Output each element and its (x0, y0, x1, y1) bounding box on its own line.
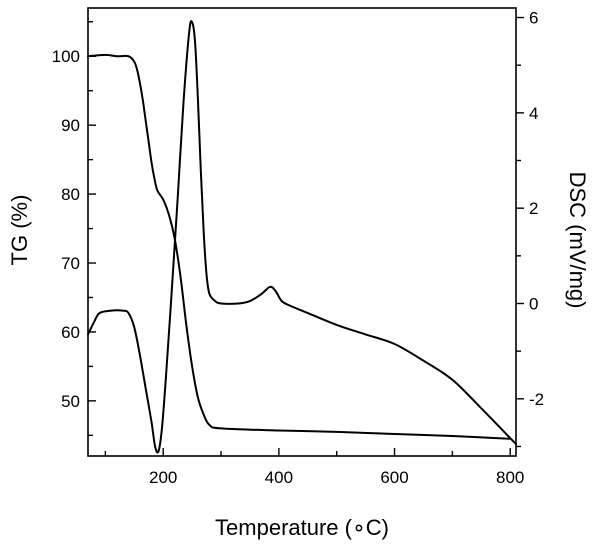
tg-curve (87, 53, 512, 440)
y-right-tick-label: 0 (529, 294, 538, 313)
x-tick-label: 800 (496, 468, 524, 487)
x-tick-label: 400 (265, 468, 293, 487)
plot-frame (87, 7, 517, 457)
x-axis-title: Temperature (∘C) (215, 515, 389, 540)
plot-border (87, 7, 517, 457)
y-left-tick-label: 60 (61, 323, 80, 342)
y-right-tick-label: 6 (529, 9, 538, 28)
x-tick-label: 600 (380, 468, 408, 487)
y-left-tick-label: 50 (61, 392, 80, 411)
y-left-tick-label: 80 (61, 185, 80, 204)
y-axis-right-title: DSC (mV/mg) (565, 172, 590, 309)
y-left-tick-label: 90 (61, 116, 80, 135)
x-tick-label: 200 (149, 468, 177, 487)
series-layer (87, 20, 517, 454)
y-axis-right: -2 0 2 4 6 (516, 9, 544, 448)
x-axis: 200 400 600 800 (104, 448, 524, 487)
y-right-tick-label: -2 (529, 390, 544, 409)
y-axis-left-title: TG (%) (7, 195, 32, 266)
y-right-tick-label: 2 (529, 199, 538, 218)
y-right-tick-label: 4 (529, 104, 538, 123)
y-left-tick-label: 100 (52, 47, 80, 66)
y-axis-left: 50 60 70 80 90 100 (52, 21, 96, 437)
dsc-curve (87, 20, 517, 454)
y-left-tick-label: 70 (61, 254, 80, 273)
